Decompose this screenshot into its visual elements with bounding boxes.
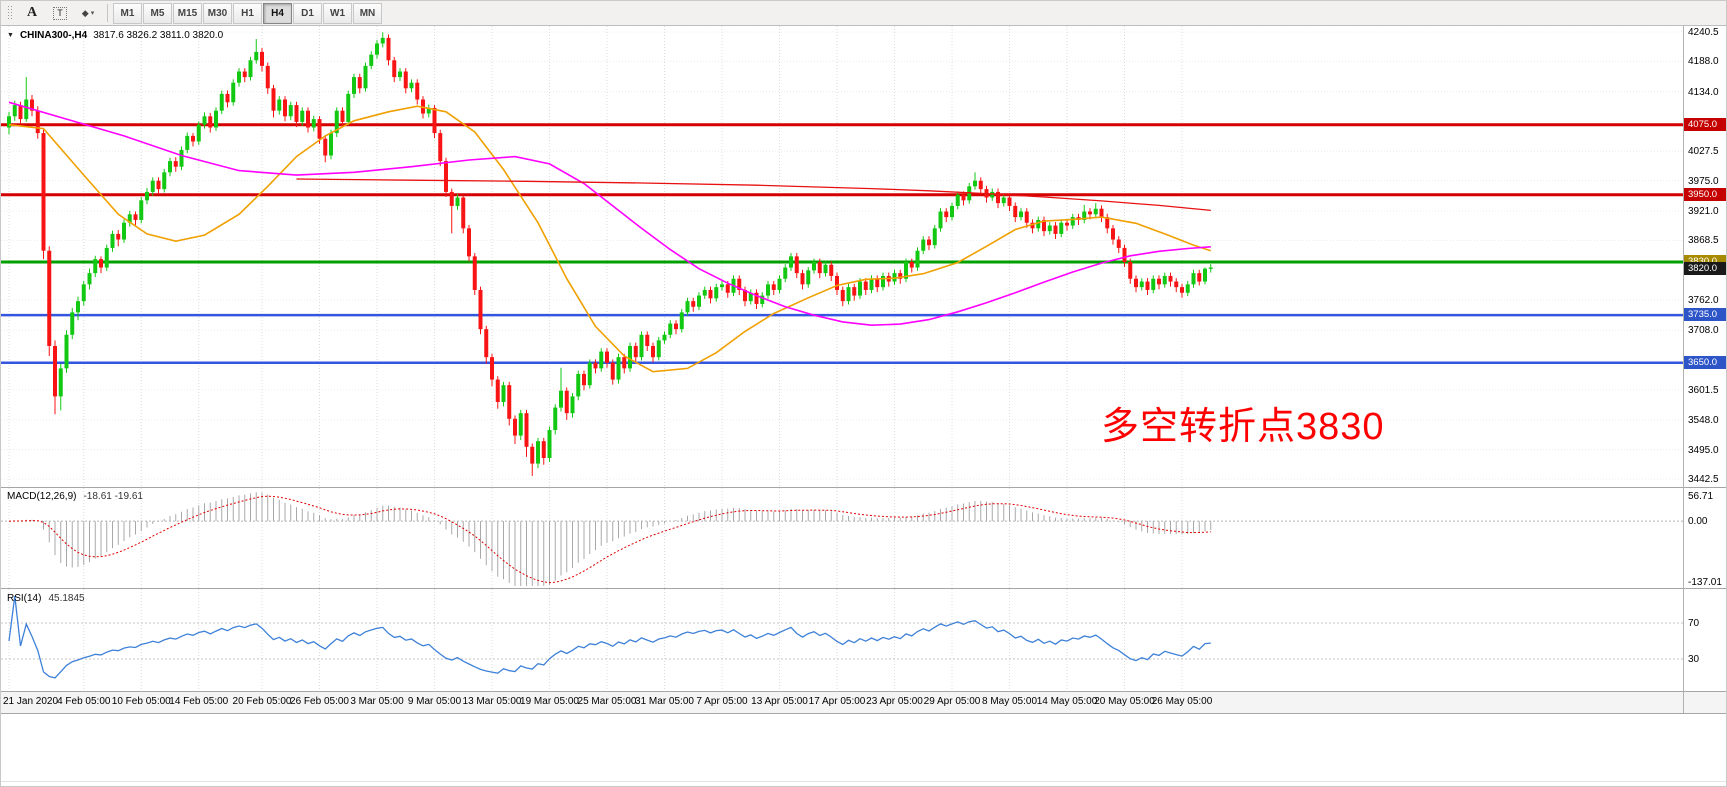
price-axis-label: 3601.5 bbox=[1688, 384, 1719, 396]
price-axis-label: 3548.0 bbox=[1688, 414, 1719, 426]
chart-text-annotation[interactable]: 多空转折点3830 bbox=[1101, 406, 1385, 448]
text-label-tool-button[interactable]: T bbox=[47, 2, 73, 24]
ma-mid-magenta bbox=[8, 101, 1211, 327]
price-badge-3950.0: 3950.0 bbox=[1684, 187, 1726, 201]
drawing-tools-group: A T ◆ ▾ bbox=[18, 2, 102, 24]
ohlc-values-label: 3817.6 3826.2 3811.0 3820.0 bbox=[93, 30, 224, 41]
time-label: 21 Jan 2020 bbox=[3, 696, 59, 707]
toolbar: A T ◆ ▾ M1 M5 M15 M30 H1 H4 D1 W1 MN bbox=[1, 1, 1726, 26]
pane-separator[interactable] bbox=[1, 588, 1726, 589]
rsi-indicator-pane[interactable] bbox=[1, 589, 1727, 691]
timeframe-button-m30[interactable]: M30 bbox=[203, 2, 232, 24]
macd-axis-label: 0.00 bbox=[1688, 516, 1708, 528]
macd-signal-line bbox=[8, 495, 1211, 584]
macd-values-label: -18.61 -19.61 bbox=[83, 491, 143, 502]
time-label: 9 Mar 05:00 bbox=[407, 696, 462, 707]
price-badge-3735.0: 3735.0 bbox=[1684, 308, 1726, 322]
price-axis-border bbox=[1683, 26, 1684, 713]
text-tool-button-icon: A bbox=[26, 5, 38, 20]
rsi-line bbox=[8, 595, 1211, 679]
price-axis-label: 3921.0 bbox=[1688, 205, 1719, 217]
timeframe-button-w1[interactable]: W1 bbox=[323, 2, 352, 24]
time-label: 7 Apr 05:00 bbox=[696, 696, 748, 707]
grid-layer bbox=[1, 31, 1683, 480]
time-label: 17 Apr 05:00 bbox=[808, 696, 866, 707]
toolbar-drag-handle[interactable] bbox=[7, 5, 14, 21]
shapes-tool-button-icon: ◆ bbox=[81, 7, 89, 18]
time-label: 23 Apr 05:00 bbox=[866, 696, 923, 707]
rsi-axis-label: 30 bbox=[1688, 654, 1700, 665]
time-label: 14 Feb 05:00 bbox=[169, 696, 229, 707]
macd-indicator-pane[interactable] bbox=[1, 488, 1727, 588]
symbol-timeframe-label: CHINA300-,H4 bbox=[19, 30, 88, 41]
macd-title-line: MACD(12,26,9) -18.61 -19.61 bbox=[7, 491, 143, 502]
chart-info-line: ▼ CHINA300-,H4 3817.6 3826.2 3811.0 3820… bbox=[7, 30, 223, 41]
price-axis-label: 3762.0 bbox=[1688, 295, 1719, 307]
ma-slow-red bbox=[296, 178, 1211, 212]
price-axis-label: 4027.5 bbox=[1688, 146, 1719, 158]
price-badge-4075.0: 4075.0 bbox=[1684, 117, 1726, 131]
time-label: 14 May 05:00 bbox=[1036, 696, 1098, 707]
timeframe-button-h1[interactable]: H1 bbox=[233, 2, 262, 24]
timeframe-button-m15[interactable]: M15 bbox=[173, 2, 202, 24]
time-label: 3 Mar 05:00 bbox=[350, 696, 404, 707]
timeframe-buttons-group: M1 M5 M15 M30 H1 H4 D1 W1 MN bbox=[113, 2, 383, 24]
timeframe-button-mn[interactable]: MN bbox=[353, 2, 382, 24]
moving-averages-layer bbox=[8, 101, 1212, 373]
timeframe-button-m1[interactable]: M1 bbox=[113, 2, 142, 24]
time-axis[interactable]: 21 Jan 2020 4 Feb 05:00 10 Feb 05:00 14 Feb… bbox=[1, 692, 1726, 713]
price-axis-label: 3868.5 bbox=[1688, 235, 1719, 247]
text-label-tool-button-icon: T bbox=[53, 6, 67, 20]
time-label: 25 Mar 05:00 bbox=[577, 696, 637, 707]
text-tool-button[interactable]: A bbox=[19, 2, 45, 24]
pane-separator[interactable] bbox=[1, 487, 1726, 488]
price-badge-3650.0: 3650.0 bbox=[1684, 355, 1726, 369]
dropdown-arrow-icon[interactable]: ▾ bbox=[90, 10, 95, 17]
pane-separator[interactable] bbox=[1, 691, 1726, 692]
window-bottom-edge bbox=[1, 781, 1726, 782]
time-axis-bottom-line bbox=[1, 713, 1726, 714]
toolbar-separator bbox=[107, 4, 108, 22]
price-axis-label: 3442.5 bbox=[1688, 474, 1719, 485]
price-axis-label: 3975.0 bbox=[1688, 175, 1719, 187]
price-axis-label: 4188.0 bbox=[1688, 56, 1719, 68]
rsi-title-line: RSI(14) 45.1845 bbox=[7, 593, 85, 604]
shapes-tool-button[interactable]: ◆ ▾ bbox=[75, 2, 101, 24]
time-label: 8 May 05:00 bbox=[981, 696, 1038, 707]
timeframe-button-d1[interactable]: D1 bbox=[293, 2, 322, 24]
main-price-chart[interactable] bbox=[1, 26, 1727, 487]
time-label: 19 Mar 05:00 bbox=[520, 696, 579, 707]
price-axis-label: 4240.5 bbox=[1688, 27, 1719, 38]
one-click-trading-triangle-icon[interactable]: ▼ bbox=[7, 32, 14, 39]
macd-histogram bbox=[14, 492, 1212, 586]
time-label: 29 Apr 05:00 bbox=[923, 696, 981, 707]
price-axis-label: 3495.0 bbox=[1688, 444, 1719, 456]
timeframe-button-h4[interactable]: H4 bbox=[263, 2, 292, 24]
macd-axis-label: -137.01 bbox=[1688, 577, 1722, 588]
time-label: 20 May 05:00 bbox=[1094, 696, 1155, 707]
rsi-value-label: 45.1845 bbox=[48, 593, 85, 604]
time-label: 26 May 05:00 bbox=[1151, 696, 1213, 707]
rsi-axis-label: 70 bbox=[1688, 618, 1700, 629]
price-axis-label: 3708.0 bbox=[1688, 325, 1719, 337]
price-axis-label: 4134.0 bbox=[1688, 86, 1719, 98]
time-label: 20 Feb 05:00 bbox=[232, 696, 292, 707]
time-label: 13 Apr 05:00 bbox=[751, 696, 808, 707]
timeframe-button-m5[interactable]: M5 bbox=[143, 2, 172, 24]
time-label: 31 Mar 05:00 bbox=[635, 696, 694, 707]
time-label: 10 Feb 05:00 bbox=[111, 696, 171, 707]
candles-layer bbox=[7, 32, 1213, 476]
macd-name-label: MACD(12,26,9) bbox=[7, 491, 77, 502]
ma-fast-orange bbox=[8, 105, 1212, 373]
rsi-name-label: RSI(14) bbox=[7, 593, 42, 604]
time-label: 4 Feb 05:00 bbox=[57, 696, 111, 707]
time-label: 13 Mar 05:00 bbox=[462, 696, 522, 707]
current-price-badge: 3820.0 bbox=[1684, 261, 1726, 275]
time-label: 26 Feb 05:00 bbox=[290, 696, 349, 707]
macd-axis-label: 56.71 bbox=[1688, 491, 1714, 502]
price-axis[interactable]: 4240.5 4188.0 4134.0 4027.5 3975.0 3921.0 3868… bbox=[1683, 26, 1726, 713]
horizontal-lines-layer bbox=[1, 123, 1683, 365]
